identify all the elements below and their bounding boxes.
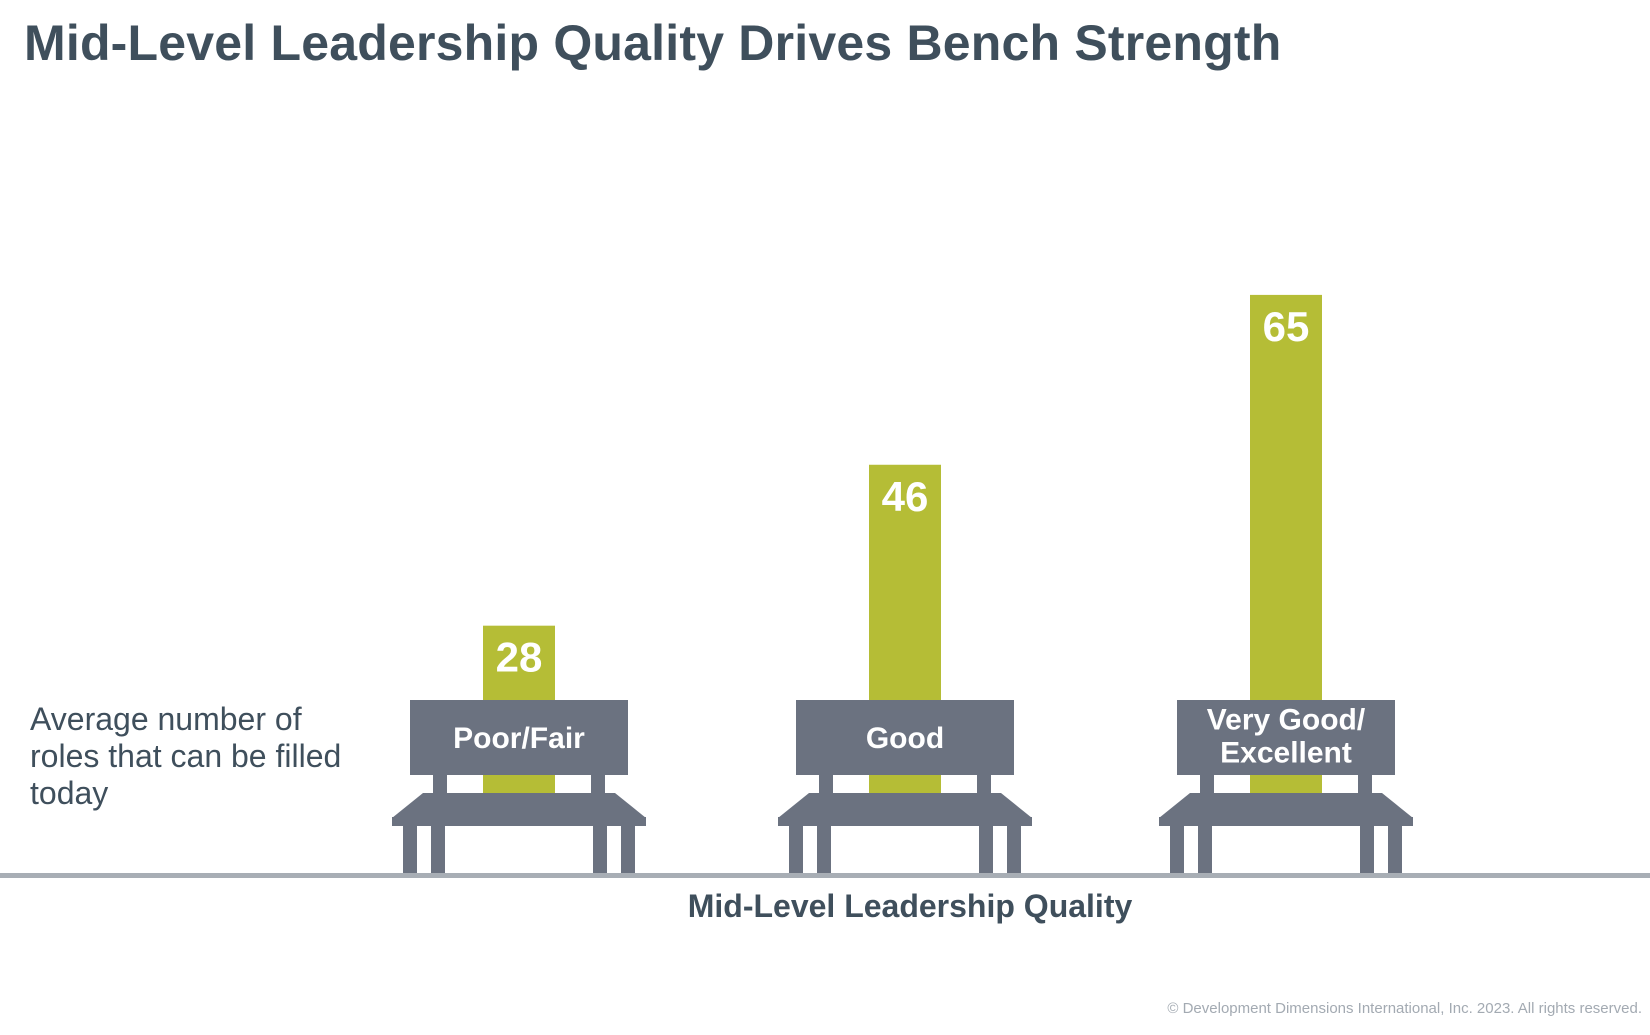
bench-leg: [621, 825, 635, 873]
category-label: Good: [866, 722, 944, 755]
category-label: Excellent: [1220, 737, 1352, 770]
bench-backrest: [796, 700, 1014, 775]
bench-backrest: [1177, 700, 1395, 775]
bench-seat: [392, 793, 646, 818]
bench-back-post: [1358, 772, 1372, 796]
bench-leg: [979, 825, 993, 873]
bench-seat: [1159, 793, 1413, 818]
bench-leg: [1170, 825, 1184, 873]
bench-leg: [1360, 825, 1374, 873]
bench-back-post: [819, 772, 833, 796]
x-axis-label: Mid-Level Leadership Quality: [687, 888, 1133, 924]
bench-seat-edge: [392, 817, 646, 826]
bench-leg: [1198, 825, 1212, 873]
ground-baseline: [0, 873, 1650, 878]
bench-leg: [593, 825, 607, 873]
y-axis-label: Average number of roles that can be fill…: [30, 701, 342, 811]
bench-group: 28 Poor/Fair: [392, 625, 646, 873]
bench-back-post: [433, 772, 447, 796]
bench-seat-edge: [1159, 817, 1413, 826]
page-title: Mid-Level Leadership Quality Drives Benc…: [24, 15, 1282, 71]
bench-leg: [431, 825, 445, 873]
bench-backrest: [410, 700, 628, 775]
bench-leg: [789, 825, 803, 873]
bench-back-post: [591, 772, 605, 796]
bench-back-post: [1200, 772, 1214, 796]
copyright-notice: © Development Dimensions International, …: [1167, 1000, 1642, 1017]
bench-seat-edge: [778, 817, 1032, 826]
bench-group: 46 Good: [778, 464, 1032, 873]
bench-group: 65 Very Good/Excellent: [1159, 294, 1413, 873]
bar-value-label: 28: [496, 634, 543, 681]
category-label: Very Good/: [1207, 704, 1366, 737]
bench-back-post: [977, 772, 991, 796]
category-label: Poor/Fair: [453, 722, 585, 755]
bench-leg: [1388, 825, 1402, 873]
bar-value-label: 46: [882, 473, 929, 520]
bench-leg: [817, 825, 831, 873]
bench-leg: [403, 825, 417, 873]
bench-leg: [1007, 825, 1021, 873]
bench-seat: [778, 793, 1032, 818]
bar-value-label: 65: [1263, 303, 1310, 350]
